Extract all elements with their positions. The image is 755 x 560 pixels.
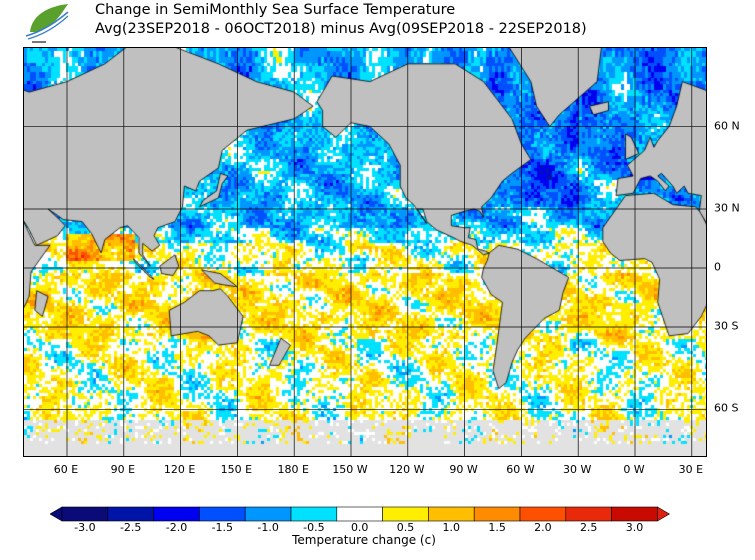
lon-label: 30 E — [678, 463, 704, 476]
lon-label: 0 W — [623, 463, 645, 476]
colorbar-swatch — [199, 506, 246, 522]
lat-label: 60 N — [714, 119, 740, 133]
colorbar-swatch — [290, 506, 338, 522]
colorbar-swatch — [382, 506, 429, 522]
colorbar-tick-label: -2.5 — [119, 521, 142, 534]
colorbar-swatch — [336, 506, 383, 522]
map-subtitle-date-range: Avg(23SEP2018 - 06OCT2018) minus Avg(09S… — [95, 21, 587, 37]
colorbar-over-arrow — [657, 506, 670, 522]
colorbar-tick-label: 0.5 — [396, 521, 415, 534]
colorbar-swatch — [565, 506, 612, 522]
colorbar-tick-label: 2.0 — [534, 521, 552, 534]
colorbar-title: Temperature change (c) — [292, 533, 436, 547]
lon-label: 120 W — [389, 463, 425, 476]
colorbar-swatch — [107, 506, 154, 522]
lon-label: 120 E — [163, 463, 196, 476]
colorbar-tick-label: -3.0 — [74, 521, 96, 534]
lat-label: 0 — [714, 260, 721, 274]
lon-label: 60 W — [506, 463, 535, 476]
lon-label: 60 E — [53, 463, 79, 476]
colorbar-swatch — [611, 506, 658, 522]
colorbar-tick-label: 0.0 — [350, 521, 369, 534]
colorbar-swatch — [153, 506, 200, 522]
colorbar-swatch — [473, 506, 521, 522]
lon-label: 150 E — [220, 463, 253, 476]
colorbar-tick-label: -1.5 — [211, 521, 234, 534]
lat-label: 60 S — [714, 401, 739, 415]
colorbar-under-arrow — [50, 506, 63, 522]
lon-label: 90 E — [110, 463, 136, 476]
colorbar-swatch — [244, 506, 292, 522]
colorbar-tick-label: 1.0 — [442, 521, 461, 534]
colorbar — [50, 506, 670, 522]
colorbar-swatch — [519, 506, 567, 522]
lat-label: 30 N — [714, 201, 740, 215]
colorbar-swatch — [428, 506, 475, 522]
colorbar-tick-label: -2.0 — [165, 521, 188, 534]
lon-label: 150 W — [332, 463, 368, 476]
colorbar-swatch — [61, 506, 109, 522]
sst-map — [23, 47, 707, 457]
colorbar-tick-label: -1.0 — [257, 521, 279, 534]
lon-label: 30 W — [563, 463, 592, 476]
colorbar-tick-label: 2.5 — [579, 521, 598, 534]
graticule — [24, 48, 706, 456]
colorbar-tick-label: 3.0 — [625, 521, 644, 534]
map-title: Change in SemiMonthly Sea Surface Temper… — [95, 2, 456, 18]
colorbar-tick-label: -0.5 — [303, 521, 325, 534]
sst-field-canvas — [24, 48, 706, 456]
lon-label: 180 E — [277, 463, 309, 476]
lon-label: 90 W — [449, 463, 478, 476]
logo-leaf-icon — [25, 4, 69, 43]
colorbar-tick-label: 1.5 — [488, 521, 506, 534]
lat-label: 30 S — [714, 319, 739, 333]
